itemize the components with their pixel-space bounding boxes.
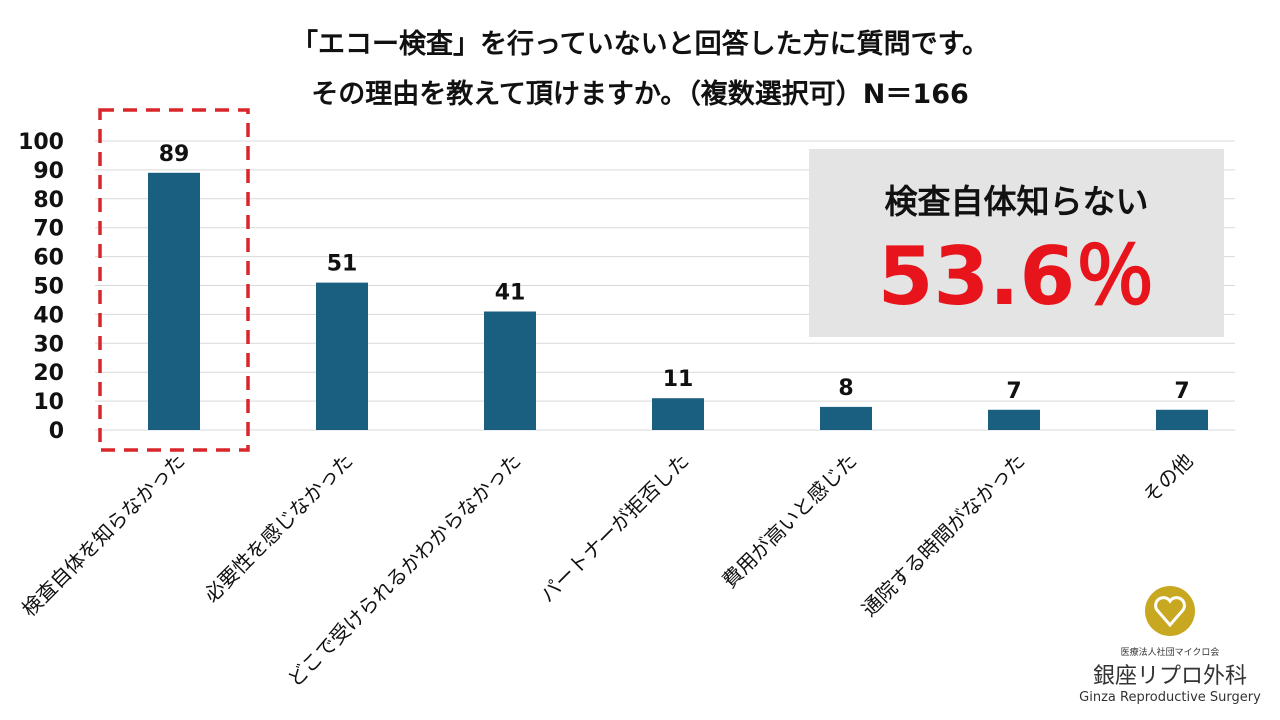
data-label: 7	[1174, 379, 1189, 404]
y-tick-label: 50	[33, 275, 64, 300]
logo-main: 銀座リプロ外科	[1092, 664, 1247, 689]
callout-box: 検査自体知らない 53.6％	[809, 149, 1224, 337]
highlight-dashed-box	[98, 108, 250, 452]
chart-title-line-2: その理由を教えて頂けますか。（複数選択可）N＝166	[311, 79, 969, 110]
y-tick-label: 0	[49, 419, 64, 444]
y-tick-label: 30	[33, 332, 64, 357]
y-tick-label: 60	[33, 246, 64, 271]
x-tick-label: 必要性を感じなかった	[199, 449, 357, 607]
logo-english: Ginza Reproductive Surgery	[1079, 690, 1261, 705]
x-tick-label: パートナーが拒否した	[535, 449, 693, 607]
y-tick-label: 10	[33, 390, 64, 415]
y-tick-label: 100	[18, 130, 64, 155]
x-tick-label: 検査自体を知らなかった	[17, 449, 190, 622]
data-label: 8	[838, 376, 853, 401]
y-tick-label: 80	[33, 188, 64, 213]
heart-logo-icon	[1145, 586, 1195, 636]
bar	[316, 282, 368, 430]
data-label: 41	[495, 281, 526, 306]
x-tick-label: 通院する時間がなかった	[857, 449, 1030, 622]
y-tick-label: 40	[33, 303, 64, 328]
y-tick-label: 20	[33, 361, 64, 386]
bar	[484, 311, 536, 430]
bar	[148, 172, 200, 431]
bar	[652, 398, 704, 430]
bar	[820, 406, 872, 430]
data-label: 51	[327, 252, 358, 277]
bar	[988, 409, 1040, 430]
y-tick-label: 90	[33, 159, 64, 184]
callout-percent: 53.6％	[877, 230, 1156, 323]
x-tick-label: その他	[1138, 449, 1197, 508]
x-tick-label: 費用が高いと感じた	[717, 449, 861, 593]
y-tick-label: 70	[33, 217, 64, 242]
chart-title-line-1: 「エコー検査」を行っていないと回答した方に質問です。	[291, 29, 989, 60]
clinic-logo: 医療法人社団マイクロ会 銀座リプロ外科 Ginza Reproductive S…	[1070, 585, 1270, 705]
data-label: 7	[1006, 379, 1021, 404]
callout-heading: 検査自体知らない	[884, 182, 1149, 221]
data-label: 11	[663, 367, 694, 392]
bar	[1156, 409, 1208, 430]
data-label: 89	[159, 142, 190, 167]
logo-sub: 医療法人社団マイクロ会	[1120, 648, 1220, 658]
